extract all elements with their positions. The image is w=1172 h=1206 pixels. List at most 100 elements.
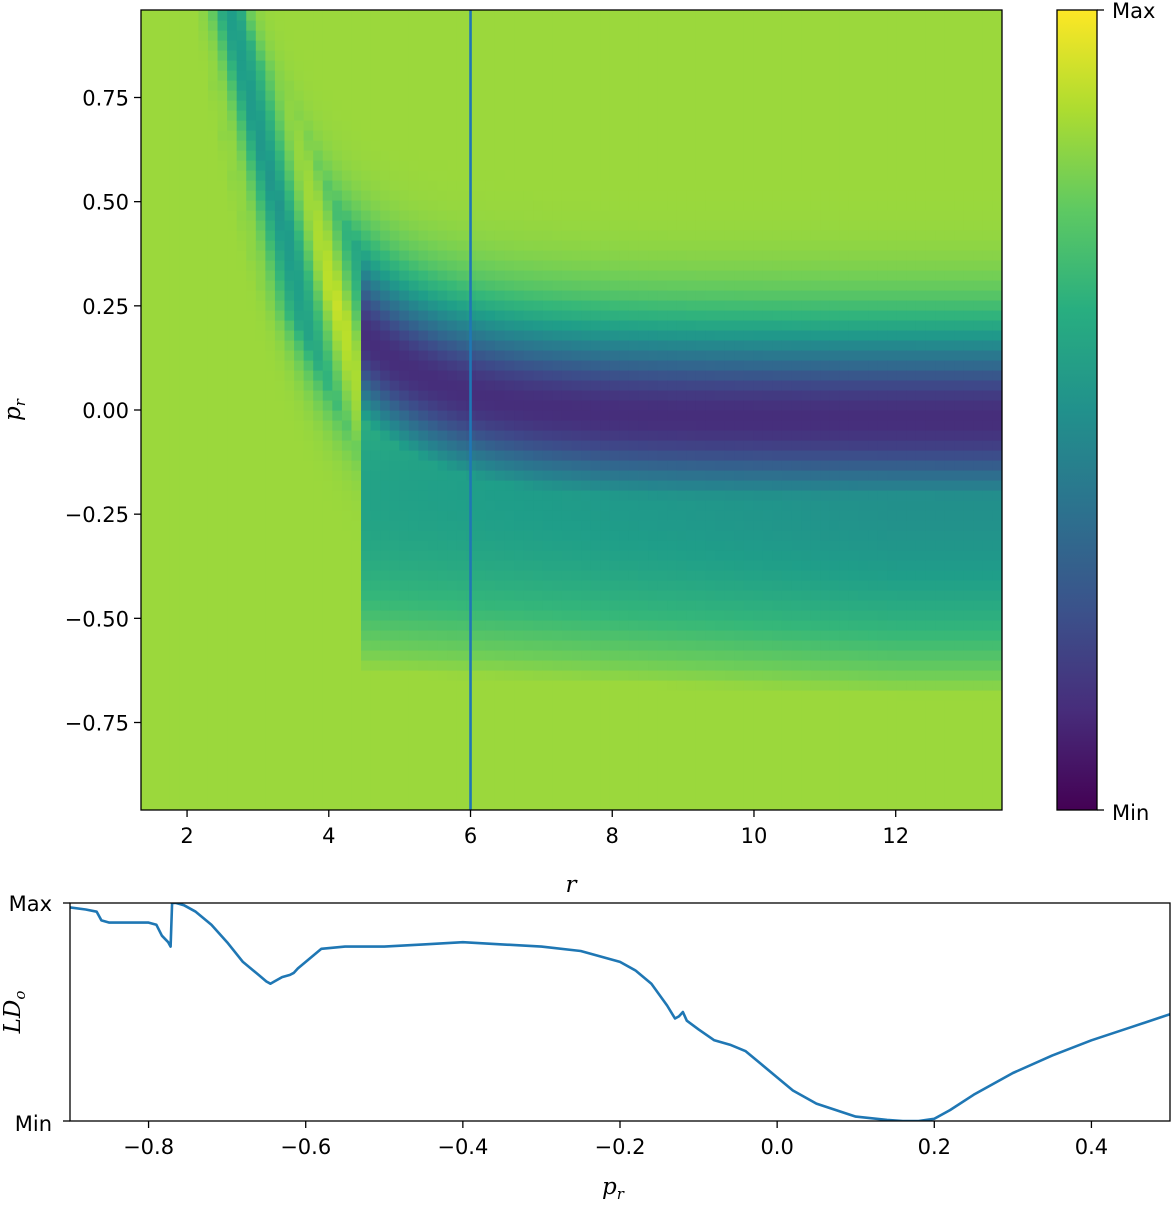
heatmap-cell (609, 340, 620, 351)
heatmap-cell (418, 630, 429, 641)
heatmap-cell (141, 600, 152, 611)
heatmap-cell (265, 290, 276, 301)
heatmap-cell (581, 130, 592, 141)
heatmap-cell (294, 750, 305, 761)
heatmap-cell (514, 250, 525, 261)
heatmap-cell (179, 110, 190, 121)
heatmap-cell (399, 420, 410, 431)
heatmap-cell (667, 120, 678, 131)
heatmap-cell (686, 760, 697, 771)
heatmap-cell (198, 600, 209, 611)
heatmap-cell (217, 370, 228, 381)
heatmap-cell (600, 550, 611, 561)
heatmap-cell (380, 700, 391, 711)
heatmap-cell (447, 570, 458, 581)
heatmap-cell (619, 720, 630, 731)
heatmap-cell (638, 770, 649, 781)
heatmap-cell (590, 510, 601, 521)
heatmap-cell (494, 790, 506, 801)
heatmap-cell (389, 290, 400, 301)
heatmap-cell (303, 620, 314, 631)
heatmap-cell (456, 310, 467, 321)
heatmap-cell (313, 510, 324, 521)
heatmap-cell (160, 500, 171, 511)
heatmap-cell (227, 640, 238, 651)
heatmap-cell (514, 630, 525, 641)
heatmap-cell (188, 770, 199, 781)
heatmap-cell (552, 230, 563, 241)
heatmap-cell (724, 270, 735, 281)
heatmap-cell (274, 290, 286, 301)
heatmap-cell (609, 20, 620, 31)
heatmap-cell (638, 70, 649, 81)
heatmap-cell (695, 630, 707, 641)
heatmap-cell (255, 380, 266, 391)
heatmap-cell (341, 550, 353, 561)
heatmap-cell (724, 330, 735, 341)
heatmap-cell (322, 60, 333, 71)
heatmap-cell (294, 30, 305, 41)
heatmap-cell (676, 320, 687, 331)
heatmap-cell (370, 170, 381, 181)
heatmap-cell (628, 520, 640, 531)
heatmap-cell (370, 650, 381, 661)
heatmap-cell (207, 30, 219, 41)
heatmap-cell (705, 420, 716, 431)
heatmap-cell (274, 570, 286, 581)
heatmap-cell (724, 790, 735, 801)
heatmap-cell (207, 710, 219, 721)
heatmap-cell (265, 500, 276, 511)
heatmap-cell (715, 610, 726, 621)
heatmap-cell (227, 430, 238, 441)
heatmap-cell (724, 150, 735, 161)
heatmap-cell (284, 50, 295, 61)
heatmap-cell (408, 180, 420, 191)
heatmap-cell (399, 570, 410, 581)
heatmap-cell (341, 610, 353, 621)
heatmap-cell (274, 150, 286, 161)
heatmap-cell (552, 140, 563, 151)
heatmap-cell (705, 410, 716, 421)
heatmap-cell (418, 600, 429, 611)
heatmap-cell (169, 740, 180, 751)
heatmap-cell (600, 110, 611, 121)
heatmap-cell (619, 190, 630, 201)
heatmap-cell (380, 390, 391, 401)
heatmap-cell (169, 370, 180, 381)
heatmap-cell (207, 610, 219, 621)
heatmap-cell (437, 560, 448, 571)
heatmap-cell (600, 460, 611, 471)
heatmap-cell (571, 550, 582, 561)
heatmap-cell (380, 60, 391, 71)
heatmap-cell (188, 580, 199, 591)
heatmap-cell (715, 590, 726, 601)
heatmap-cell (686, 30, 697, 41)
heatmap-cell (648, 630, 659, 641)
heatmap-cell (695, 440, 707, 451)
heatmap-cell (657, 310, 668, 321)
heatmap-cell (715, 380, 726, 391)
heatmap-cell (188, 100, 199, 111)
heatmap-cell (628, 250, 640, 261)
heatmap-cell (361, 280, 372, 291)
heatmap-cell (389, 710, 400, 721)
heatmap-cell (198, 220, 209, 231)
heatmap-cell (447, 610, 458, 621)
heatmap-cell (418, 300, 429, 311)
heatmap-cell (638, 560, 649, 571)
heatmap-cell (418, 400, 429, 411)
heatmap-cell (284, 630, 295, 641)
heatmap-cell (255, 540, 266, 551)
heatmap-cell (207, 490, 219, 501)
heatmap-cell (581, 610, 592, 621)
heatmap-cell (418, 460, 429, 471)
heatmap-cell (638, 580, 649, 591)
heatmap-cell (227, 720, 238, 731)
heatmap-cell (676, 720, 687, 731)
heatmap-cell (542, 100, 553, 111)
heatmap-cell (485, 380, 496, 391)
heatmap-cell (609, 790, 620, 801)
heatmap-cell (657, 30, 668, 41)
heatmap-cell (160, 510, 171, 521)
heatmap-cell (533, 320, 544, 331)
